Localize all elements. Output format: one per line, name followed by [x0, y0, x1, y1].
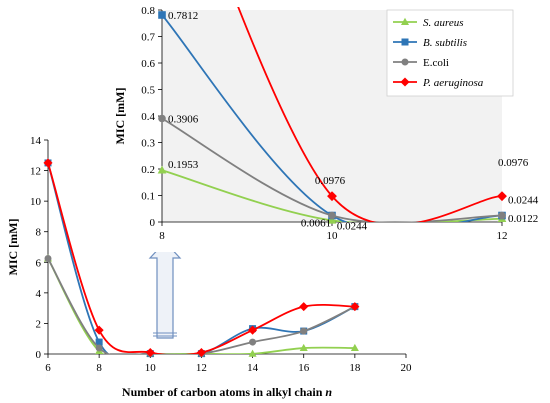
- main-x-tick-label: 20: [401, 362, 413, 374]
- inset-legend: S. aureus B. subtilis E.coli P. aeruginosa: [386, 9, 514, 97]
- inset-plot: 8 10 12 0 0.1 0.2 0.3 0.4 0.5 0.6 0.7 0.8 MIC [mM] 0.…: [113, 5, 539, 242]
- main-x-axis-label: Number of carbon atoms in alkyl chain n: [122, 385, 332, 399]
- main-data-point: [44, 254, 52, 262]
- inset-y-tick-label: 0.5: [141, 85, 155, 97]
- main-y-axis-label: MIC [mM]: [6, 219, 20, 276]
- inset-y-tick-label: 0.2: [141, 164, 155, 176]
- inset-data-label: 0.0122: [508, 213, 538, 225]
- main-x-tick-label: 8: [96, 362, 102, 374]
- inset-x-tick-label: 10: [327, 230, 339, 242]
- main-y-tick-label: 0: [36, 349, 42, 361]
- main-data-point: [248, 325, 258, 335]
- inset-data-label: 0.0244: [337, 221, 368, 233]
- main-y-tick-label: 6: [36, 257, 42, 269]
- inset-data-point: [328, 211, 336, 220]
- main-x-tick-label: 6: [45, 362, 51, 374]
- main-data-point: [95, 338, 103, 346]
- main-x-tick-label: 14: [247, 362, 259, 374]
- legend-label: S. aureus: [423, 17, 464, 29]
- inset-data-point: [158, 11, 166, 19]
- main-series-line: [48, 258, 356, 354]
- main-data-point: [196, 347, 206, 358]
- main-series-3: [43, 158, 360, 358]
- main-y-tick-label: 8: [36, 227, 42, 239]
- inset-data-label: 0.0061: [301, 217, 331, 229]
- inset-data-label: 0.0976: [315, 175, 346, 187]
- legend-marker: [400, 17, 410, 25]
- main-data-point: [300, 327, 308, 335]
- main-data-point: [43, 158, 53, 168]
- inset-series-0: [157, 165, 507, 224]
- legend-marker: [401, 38, 409, 46]
- zoom-arrow-icon: [148, 241, 182, 339]
- inset-data-point: [327, 191, 337, 202]
- main-y-tick-label: 4: [36, 288, 42, 300]
- main-y-tick-label: 14: [30, 135, 42, 147]
- inset-series-2: [158, 114, 506, 222]
- inset-y-tick-label: 0.3: [141, 138, 155, 150]
- main-data-point: [299, 343, 308, 352]
- inset-data-point: [497, 191, 507, 202]
- legend-label: E.coli: [423, 57, 449, 69]
- main-y-tick-label: 2: [36, 318, 42, 330]
- main-y-tick-label: 12: [30, 166, 41, 178]
- legend-label: B. subtilis: [423, 37, 467, 49]
- inset-data-point: [327, 215, 337, 224]
- inset-data-label: 0.0244: [508, 195, 539, 207]
- inset-y-tick-label: 0.6: [141, 58, 155, 70]
- main-data-point: [248, 349, 257, 357]
- main-y-tick-label: 10: [30, 196, 42, 208]
- main-data-point: [95, 344, 103, 352]
- inset-data-label: 0.7812: [168, 10, 198, 22]
- inset-y-axis-label: MIC [mM]: [113, 88, 127, 145]
- inset-data-label: 0.0976: [498, 157, 529, 169]
- inset-y-tick-label: 0: [150, 217, 156, 229]
- main-plot: 6 8 10 12 14 16 18 20 0 2 4 6 8 10 12 14 MIC [mM] Number …: [6, 135, 412, 399]
- main-data-point: [145, 347, 155, 358]
- inset-data-point: [158, 114, 166, 123]
- main-data-point: [94, 325, 104, 335]
- inset-data-label: 0.1953: [168, 159, 199, 171]
- inset-series-line: [162, 14, 503, 222]
- inset-y-tick-label: 0.1: [141, 191, 155, 203]
- main-x-tick-label: 18: [349, 362, 361, 374]
- legend-marker: [401, 58, 409, 66]
- inset-y-tick-label: 0.8: [141, 5, 155, 17]
- inset-x-tick-label: 12: [497, 230, 508, 242]
- inset-x-tick-label: 8: [159, 230, 165, 242]
- inset-y-tick-label: 0.4: [141, 111, 155, 123]
- main-data-point: [299, 302, 309, 312]
- legend-marker: [400, 77, 410, 87]
- main-x-tick-label: 16: [298, 362, 310, 374]
- inset-y-tick-label: 0.7: [141, 32, 155, 44]
- inset-series-line: [237, 7, 503, 222]
- inset-data-point: [157, 165, 167, 174]
- inset-data-point: [498, 211, 506, 220]
- legend-label: P. aeruginosa: [422, 77, 484, 89]
- main-data-point: [350, 302, 360, 312]
- main-data-point: [249, 338, 257, 346]
- inset-data-label: 0.3906: [168, 113, 199, 125]
- inset-series-3: [237, 7, 507, 222]
- main-series-0: [43, 254, 359, 357]
- main-data-point: [350, 343, 359, 352]
- main-x-tick-label: 12: [196, 362, 207, 374]
- main-x-tick-label: 10: [145, 362, 157, 374]
